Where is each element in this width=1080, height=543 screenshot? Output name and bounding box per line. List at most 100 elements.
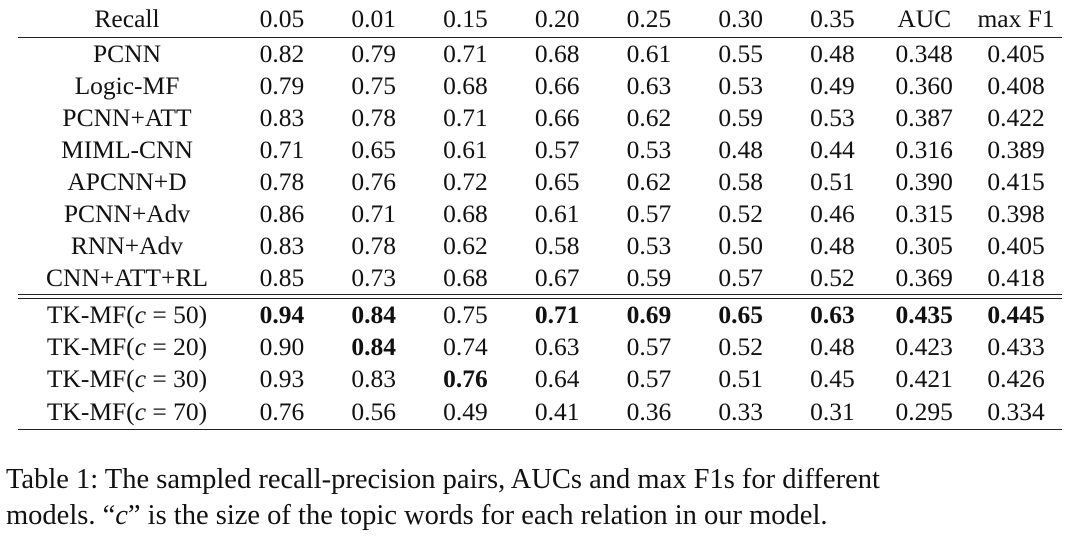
value-cell: 0.315 [895, 199, 953, 228]
table-caption: Table 1: The sampled recall-precision pa… [6, 462, 1076, 534]
value-cell: 0.84 [351, 332, 396, 361]
value-cell: 0.79 [259, 71, 305, 100]
value-cell: 0.83 [351, 364, 396, 393]
value-cell: 0.422 [987, 103, 1045, 132]
value-cell: 0.48 [810, 39, 855, 68]
header-cell: 0.30 [694, 0, 787, 38]
table-row: PCNN+Adv 0.86 0.71 0.68 0.61 0.57 0.52 0.46 0.31… [18, 198, 1062, 230]
value-cell: 0.334 [970, 395, 1062, 430]
caption-text: models. “ [6, 500, 116, 531]
value-cell: 0.49 [419, 395, 512, 430]
value-cell: 0.90 [259, 332, 305, 361]
value-cell: 0.46 [810, 199, 855, 228]
value-cell: 0.53 [718, 71, 764, 100]
header-cell: AUC [878, 0, 971, 38]
value-cell: 0.405 [987, 39, 1045, 68]
value-cell: 0.390 [895, 167, 953, 196]
model-name-cell: TK-MF(c = 20) [18, 331, 236, 363]
table-row: CNN+ATT+RL 0.85 0.73 0.68 0.67 0.59 0.57 0.52 0.… [18, 262, 1062, 295]
caption-variable: c [115, 500, 128, 531]
table-row: TK-MF(c = 30) 0.93 0.83 0.76 0.64 0.57 0.51 0.4… [18, 363, 1062, 395]
value-cell: 0.348 [895, 39, 953, 68]
value-cell: 0.36 [603, 395, 695, 430]
value-cell: 0.45 [810, 364, 855, 393]
value-cell: 0.56 [327, 395, 420, 430]
results-table-body: Recall 0.05 0.01 0.15 0.20 0.25 0.30 0.3… [18, 0, 1062, 430]
header-cell: 0.20 [511, 0, 604, 38]
header-cell: 0.01 [327, 0, 420, 38]
value-cell: 0.76 [236, 395, 328, 430]
value-cell: 0.50 [718, 231, 764, 260]
value-cell: 0.426 [987, 364, 1045, 393]
value-cell: 0.65 [351, 135, 396, 164]
header-cell: Recall [18, 0, 236, 38]
value-cell: 0.68 [443, 199, 488, 228]
value-cell: 0.55 [718, 39, 764, 68]
value-cell: 0.71 [511, 298, 604, 331]
value-cell: 0.415 [987, 167, 1045, 196]
value-cell: 0.83 [259, 103, 305, 132]
results-table: Recall 0.05 0.01 0.15 0.20 0.25 0.30 0.3… [18, 0, 1062, 430]
value-cell: 0.93 [259, 364, 305, 393]
model-name-suffix: = 30) [146, 364, 208, 393]
model-name-prefix: TK-MF( [46, 397, 135, 426]
value-cell: 0.71 [443, 39, 488, 68]
value-cell: 0.31 [786, 395, 879, 430]
value-cell: 0.48 [718, 135, 764, 164]
value-cell: 0.52 [718, 332, 764, 361]
value-cell: 0.59 [718, 103, 764, 132]
table-header-row: Recall 0.05 0.01 0.15 0.20 0.25 0.30 0.3… [18, 0, 1062, 38]
model-name-cell: MIML-CNN [61, 135, 193, 164]
value-cell: 0.83 [259, 231, 305, 260]
model-name-cell: PCNN+ATT [62, 103, 192, 132]
value-cell: 0.408 [987, 71, 1045, 100]
value-cell: 0.66 [534, 103, 580, 132]
value-cell: 0.76 [443, 364, 488, 393]
header-cell: 0.05 [236, 0, 328, 38]
value-cell: 0.316 [895, 135, 953, 164]
value-cell: 0.63 [534, 332, 580, 361]
model-name-cell: Logic-MF [74, 71, 180, 100]
value-cell: 0.33 [694, 395, 787, 430]
value-cell: 0.82 [259, 39, 305, 68]
value-cell: 0.62 [626, 103, 672, 132]
caption-line-1: Table 1: The sampled recall-precision pa… [6, 464, 880, 495]
model-name-variable: c [134, 397, 147, 426]
value-cell: 0.75 [351, 71, 396, 100]
model-name-prefix: TK-MF( [46, 300, 135, 329]
model-name-cell: CNN+ATT+RL [18, 262, 236, 295]
table-row: TK-MF(c = 20) 0.90 0.84 0.74 0.63 0.57 0.52 0.4… [18, 331, 1062, 363]
value-cell: 0.418 [970, 262, 1062, 295]
table-row: MIML-CNN 0.71 0.65 0.61 0.57 0.53 0.48 0.44 0.31… [18, 134, 1062, 166]
caption-text: ” is the size of the topic words for eac… [127, 500, 828, 531]
model-name-cell: RNN+Adv [70, 231, 184, 260]
model-name-suffix: = 70) [146, 397, 208, 426]
value-cell: 0.68 [419, 262, 512, 295]
table-row: PCNN+ATT 0.83 0.78 0.71 0.66 0.62 0.59 0.53 0.38… [18, 102, 1062, 134]
value-cell: 0.75 [419, 298, 512, 331]
table-row: PCNN 0.82 0.79 0.71 0.68 0.61 0.55 0.48 0.348 0.4… [18, 38, 1062, 71]
model-name-variable: c [134, 332, 147, 361]
value-cell: 0.73 [327, 262, 420, 295]
value-cell: 0.63 [786, 298, 879, 331]
value-cell: 0.68 [534, 39, 580, 68]
value-cell: 0.61 [443, 135, 488, 164]
model-name-cell: PCNN+Adv [63, 199, 191, 228]
value-cell: 0.79 [351, 39, 396, 68]
value-cell: 0.63 [626, 71, 672, 100]
value-cell: 0.57 [534, 135, 580, 164]
value-cell: 0.62 [443, 231, 488, 260]
header-cell: 0.15 [419, 0, 512, 38]
model-name-cell: TK-MF(c = 70) [18, 395, 236, 430]
value-cell: 0.57 [626, 332, 672, 361]
value-cell: 0.84 [327, 298, 420, 331]
value-cell: 0.305 [895, 231, 953, 260]
model-name-cell: TK-MF(c = 30) [18, 363, 236, 395]
value-cell: 0.53 [810, 103, 855, 132]
value-cell: 0.86 [259, 199, 305, 228]
header-cell: max F1 [970, 0, 1062, 38]
model-name-variable: c [134, 300, 147, 329]
value-cell: 0.78 [351, 103, 396, 132]
table-row: TK-MF(c = 50) 0.94 0.84 0.75 0.71 0.69 0.65 0.6… [18, 298, 1062, 331]
value-cell: 0.57 [694, 262, 787, 295]
